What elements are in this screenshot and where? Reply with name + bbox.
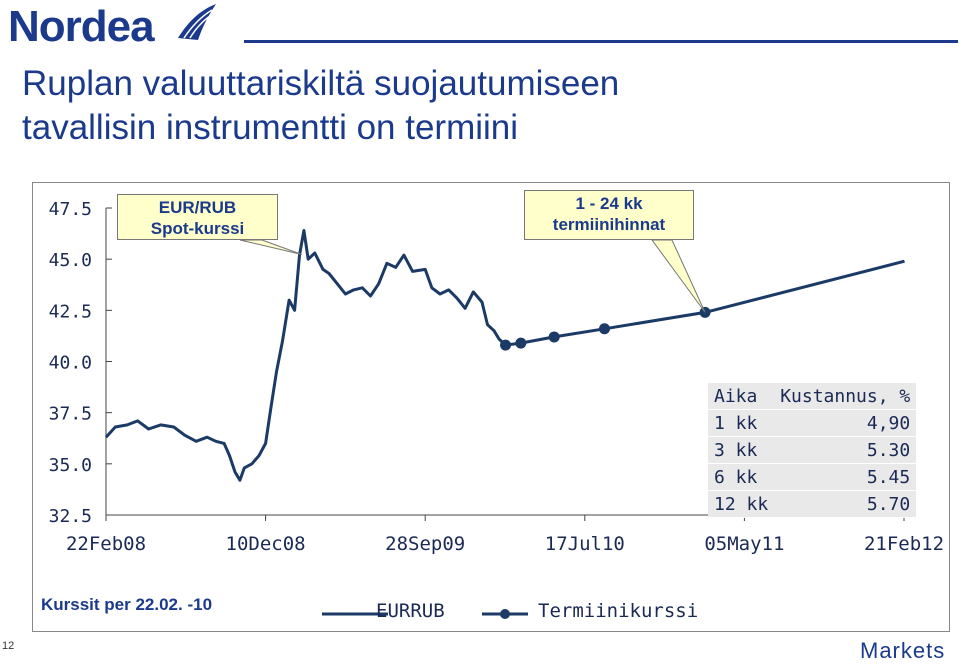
forward-callout: 1 - 24 kk termiinihinnat [524,190,694,240]
row-cost: 5.70 [774,490,917,518]
cost-table: Aika Kustannus, % 1 kk 4,90 3 kk 5.30 6 … [708,383,917,518]
legend-spot-swatch [322,612,388,616]
x-tick-label: 28Sep09 [385,533,465,555]
forward-point [548,331,560,343]
x-tick-label: 10Dec08 [226,533,306,555]
forward-point [500,339,512,351]
x-tick-label: 17Jul10 [545,533,625,555]
table-row: 12 kk 5.70 [708,490,917,518]
row-cost: 5.30 [774,436,917,464]
spot-callout-line2: Spot-kurssi [150,219,245,238]
eurrub-series-line [104,229,507,482]
y-tick-label: 47.5 [49,199,92,220]
row-period: 12 kk [708,490,775,518]
x-tick-label: 22Feb08 [66,533,146,555]
y-tick-label: 45.0 [49,250,92,271]
chart-frame [32,182,950,632]
spot-callout-line1: EUR/RUB [158,198,237,217]
nordea-logo: Nordea [8,2,155,51]
slide-title-line2: tavallisin instrumentti on termiini [22,108,519,147]
y-tick-label: 37.5 [49,404,92,425]
y-tick-label: 35.0 [49,455,92,476]
rates-date-note: Kurssit per 22.02. -10 [41,595,213,614]
markets-wordmark: Markets [860,638,946,663]
sail-icon [178,4,216,40]
spot-callout: EUR/RUB Spot-kurssi [117,194,278,240]
spot-callout-pointer [239,239,303,256]
row-period: 6 kk [708,463,775,491]
row-period: 1 kk [708,409,775,437]
cost-table-header: Aika Kustannus, % [708,383,917,410]
forward-series-line [505,259,905,347]
table-row: 1 kk 4,90 [708,409,917,437]
legend-forward-label: Termiinikurssi [538,600,699,622]
slide-title-line1: Ruplan valuuttariskiltä suojautumiseen [22,64,620,103]
header-rule [244,40,958,43]
forward-callout-line2: termiinihinnat [552,215,666,234]
row-cost: 5.45 [774,463,917,491]
table-row: 3 kk 5.30 [708,436,917,464]
forward-point [598,323,610,335]
page-number: 12 [2,640,15,652]
table-row: 6 kk 5.45 [708,463,917,491]
legend-forward-swatch [482,609,528,619]
forward-point [515,337,527,349]
header-cost: Kustannus, % [774,383,917,410]
y-tick-label: 42.5 [49,301,92,322]
forward-callout-line1: 1 - 24 kk [575,194,643,213]
x-tick-label: 05May11 [704,533,784,555]
forward-callout-pointer [651,239,706,313]
y-tick-label: 32.5 [49,506,92,527]
legend-spot-label: EURRUB [376,600,445,622]
slide-title: Ruplan valuuttariskiltä suojautumiseen t… [22,62,619,150]
row-cost: 4,90 [774,409,917,437]
header-period: Aika [708,383,775,410]
y-tick-label: 40.0 [49,353,92,374]
row-period: 3 kk [708,436,775,464]
x-tick-label: 21Feb12 [864,533,944,555]
